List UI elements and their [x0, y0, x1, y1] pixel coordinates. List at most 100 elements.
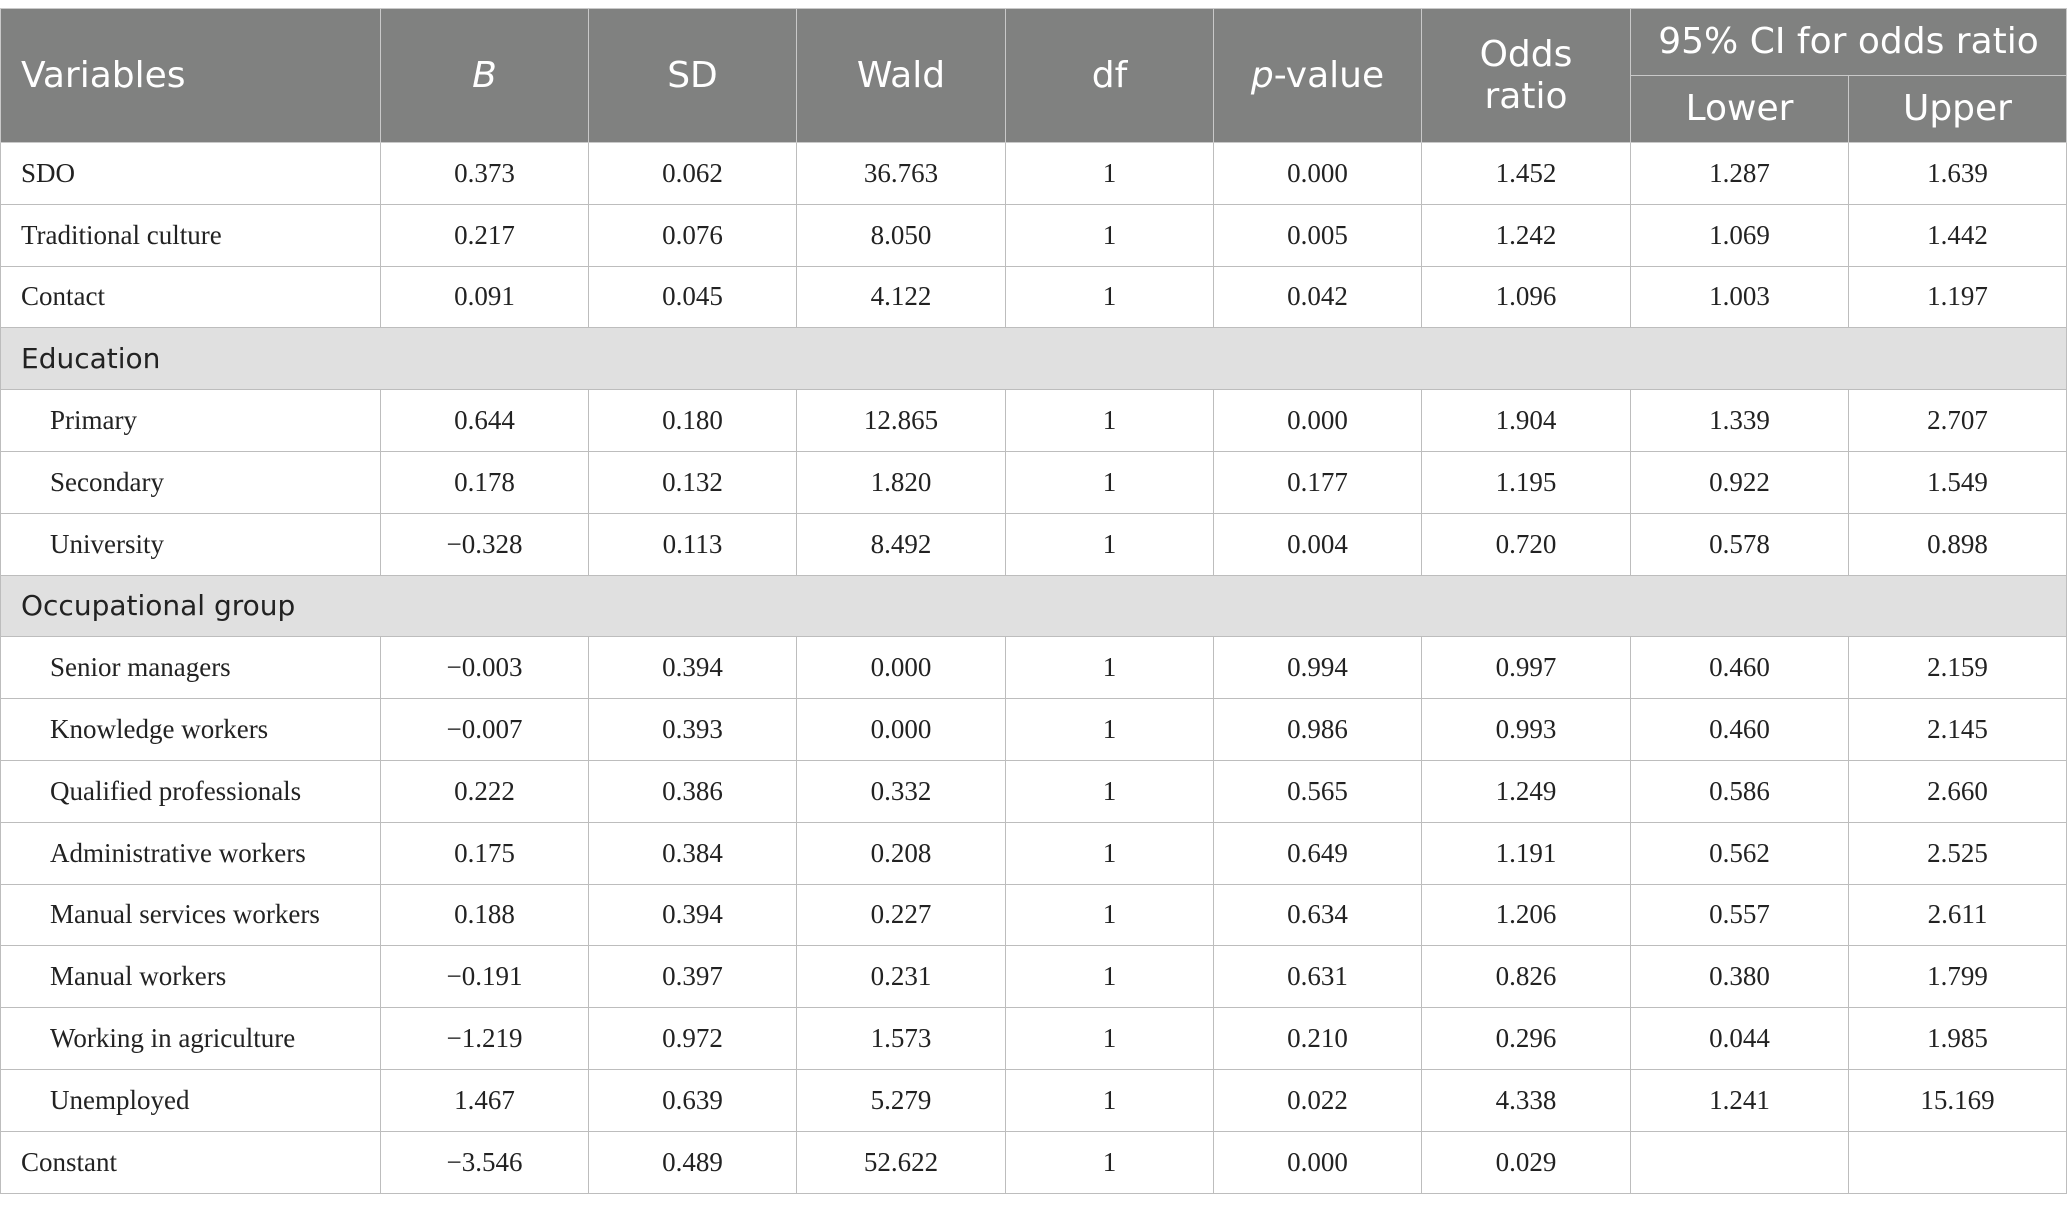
row-label: Secondary	[0, 450, 381, 514]
cell-df: 1	[1005, 265, 1214, 329]
cell-b: 0.222	[380, 759, 589, 823]
header-b: B	[380, 8, 589, 143]
header-subrow: Lower Upper	[1, 75, 2067, 143]
header-odds-line1: Odds	[1479, 34, 1573, 76]
cell-ci-lower: 1.287	[1630, 142, 1849, 205]
cell-odds-ratio: 0.997	[1421, 636, 1631, 700]
table-row: Traditional culture 0.217 0.076 8.050 1 0.005…	[0, 203, 2067, 267]
row-label: Traditional culture	[0, 203, 381, 267]
cell-ci-upper: 2.525	[1848, 821, 2067, 885]
cell-sd: 0.062	[588, 142, 797, 205]
row-label: Manual workers	[0, 945, 381, 1009]
cell-df: 1	[1005, 512, 1214, 576]
table-header: Variables B SD Wald df p-value Odds ratio…	[0, 8, 2067, 143]
cell-wald: 36.763	[796, 142, 1006, 205]
cell-df: 1	[1005, 636, 1214, 700]
cell-ci-lower: 0.380	[1630, 945, 1849, 1009]
cell-ci-upper: 1.197	[1848, 265, 2067, 329]
cell-df: 1	[1005, 698, 1214, 761]
cell-sd: 0.639	[588, 1068, 797, 1132]
cell-wald: 1.820	[796, 450, 1006, 514]
cell-ci-upper: 2.611	[1848, 883, 2067, 947]
cell-ci-lower: 1.069	[1630, 203, 1849, 267]
cell-odds-ratio: 1.096	[1421, 265, 1631, 329]
cell-b: 0.644	[380, 389, 589, 452]
cell-ci-lower	[1630, 1130, 1849, 1194]
header-lower: Lower	[1630, 75, 1849, 143]
table-body: SDO 0.373 0.062 36.763 1 0.000 1.452 1.287 1.639…	[0, 142, 2067, 1194]
cell-sd: 0.180	[588, 389, 797, 452]
row-label: Qualified professionals	[0, 759, 381, 823]
table-row: Senior managers −0.003 0.394 0.000 1 0.994 0.9…	[0, 636, 2067, 700]
cell-p-value: 0.986	[1213, 698, 1422, 761]
cell-ci-lower: 0.460	[1630, 636, 1849, 700]
table-row: Knowledge workers −0.007 0.393 0.000 1 0.986 0…	[0, 698, 2067, 761]
cell-b: −0.328	[380, 512, 589, 576]
header-p-value: p-value	[1213, 8, 1422, 143]
table-row: Qualified professionals 0.222 0.386 0.332 1 0…	[0, 759, 2067, 823]
cell-wald: 0.227	[796, 883, 1006, 947]
cell-b: 0.178	[380, 450, 589, 514]
cell-b: −0.007	[380, 698, 589, 761]
table-row: Constant −3.546 0.489 52.622 1 0.000 0.029	[0, 1130, 2067, 1194]
cell-wald: 0.332	[796, 759, 1006, 823]
regression-table: Variables B SD Wald df p-value Odds ratio…	[0, 8, 2067, 1194]
cell-ci-upper: 1.985	[1848, 1007, 2067, 1070]
section-label: Education	[0, 327, 2067, 391]
cell-ci-lower: 0.562	[1630, 821, 1849, 885]
cell-p-value: 0.000	[1213, 1130, 1422, 1194]
cell-df: 1	[1005, 142, 1214, 205]
cell-df: 1	[1005, 945, 1214, 1009]
row-label: Unemployed	[0, 1068, 381, 1132]
cell-ci-upper: 2.159	[1848, 636, 2067, 700]
cell-wald: 8.492	[796, 512, 1006, 576]
cell-p-value: 0.631	[1213, 945, 1422, 1009]
table-row: Manual services workers 0.188 0.394 0.227 1 0…	[0, 883, 2067, 947]
cell-df: 1	[1005, 1130, 1214, 1194]
cell-p-value: 0.649	[1213, 821, 1422, 885]
cell-df: 1	[1005, 389, 1214, 452]
cell-b: 0.175	[380, 821, 589, 885]
cell-ci-lower: 0.922	[1630, 450, 1849, 514]
cell-odds-ratio: 0.826	[1421, 945, 1631, 1009]
cell-p-value: 0.565	[1213, 759, 1422, 823]
cell-odds-ratio: 1.191	[1421, 821, 1631, 885]
cell-odds-ratio: 1.206	[1421, 883, 1631, 947]
table-row: Contact 0.091 0.045 4.122 1 0.042 1.096 1.003 1.…	[0, 265, 2067, 329]
cell-odds-ratio: 1.249	[1421, 759, 1631, 823]
cell-odds-ratio: 1.452	[1421, 142, 1631, 205]
header-sd: SD	[588, 8, 797, 143]
cell-df: 1	[1005, 203, 1214, 267]
cell-ci-upper: 1.442	[1848, 203, 2067, 267]
cell-sd: 0.113	[588, 512, 797, 576]
cell-p-value: 0.005	[1213, 203, 1422, 267]
cell-sd: 0.972	[588, 1007, 797, 1070]
cell-b: 1.467	[380, 1068, 589, 1132]
cell-b: −0.191	[380, 945, 589, 1009]
cell-sd: 0.384	[588, 821, 797, 885]
cell-ci-lower: 1.339	[1630, 389, 1849, 452]
cell-wald: 12.865	[796, 389, 1006, 452]
cell-sd: 0.489	[588, 1130, 797, 1194]
cell-odds-ratio: 1.904	[1421, 389, 1631, 452]
cell-odds-ratio: 4.338	[1421, 1068, 1631, 1132]
cell-p-value: 0.004	[1213, 512, 1422, 576]
cell-odds-ratio: 0.296	[1421, 1007, 1631, 1070]
cell-odds-ratio: 0.029	[1421, 1130, 1631, 1194]
cell-df: 1	[1005, 450, 1214, 514]
cell-wald: 52.622	[796, 1130, 1006, 1194]
cell-ci-upper: 15.169	[1848, 1068, 2067, 1132]
cell-ci-lower: 1.241	[1630, 1068, 1849, 1132]
cell-odds-ratio: 1.242	[1421, 203, 1631, 267]
table-row: Primary 0.644 0.180 12.865 1 0.000 1.904 1.339 2…	[0, 389, 2067, 452]
cell-b: −1.219	[380, 1007, 589, 1070]
cell-wald: 5.279	[796, 1068, 1006, 1132]
cell-df: 1	[1005, 821, 1214, 885]
cell-odds-ratio: 0.993	[1421, 698, 1631, 761]
cell-sd: 0.394	[588, 883, 797, 947]
cell-ci-upper: 2.660	[1848, 759, 2067, 823]
header-p-italic: p	[1250, 54, 1274, 96]
header-upper: Upper	[1848, 75, 2067, 143]
cell-df: 1	[1005, 759, 1214, 823]
row-label: Senior managers	[0, 636, 381, 700]
